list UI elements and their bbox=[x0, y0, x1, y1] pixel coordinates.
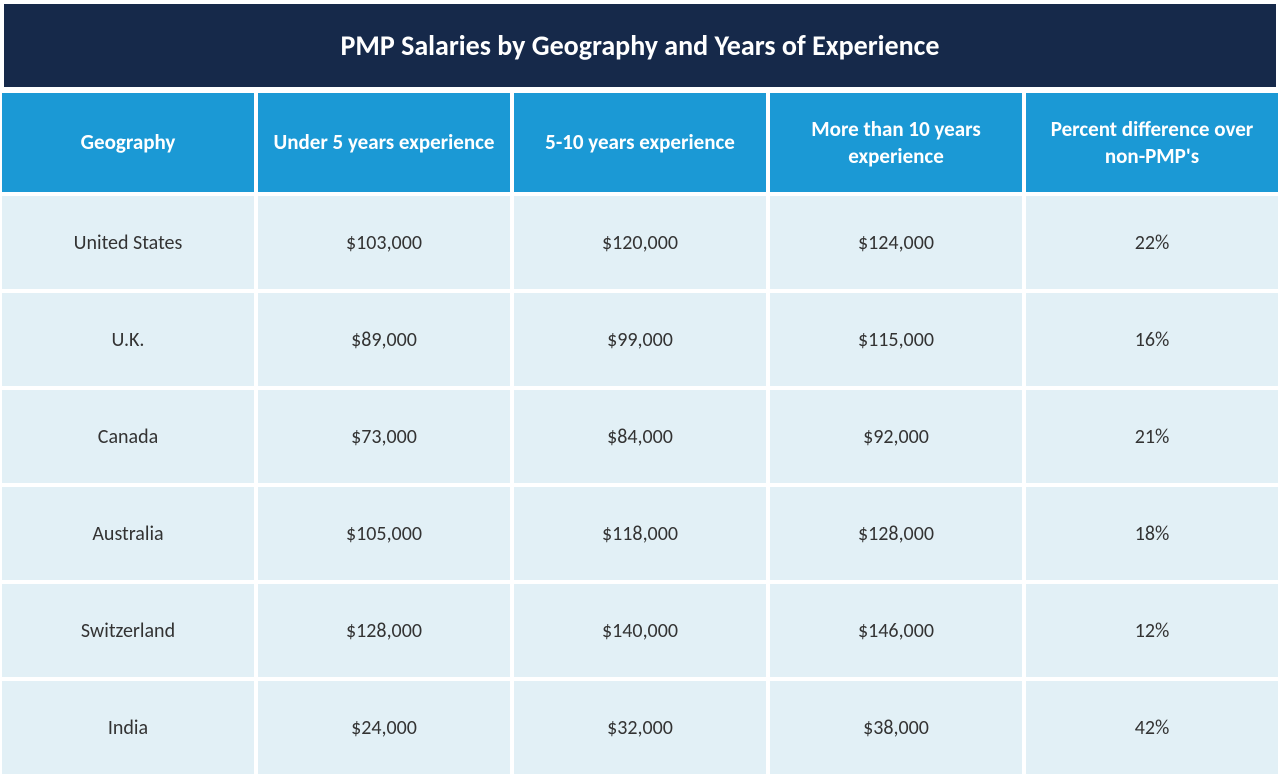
table-row: Canada $73,000 $84,000 $92,000 21% bbox=[0, 388, 1280, 485]
cell-geography: India bbox=[0, 679, 256, 776]
cell-percent-diff: 12% bbox=[1024, 582, 1280, 679]
table-row: United States $103,000 $120,000 $124,000… bbox=[0, 194, 1280, 291]
cell-over-10: $92,000 bbox=[768, 388, 1024, 485]
salary-table-container: PMP Salaries by Geography and Years of E… bbox=[0, 0, 1280, 776]
cell-geography: Canada bbox=[0, 388, 256, 485]
cell-under-5: $89,000 bbox=[256, 291, 512, 388]
cell-over-10: $115,000 bbox=[768, 291, 1024, 388]
table-row: India $24,000 $32,000 $38,000 42% bbox=[0, 679, 1280, 776]
cell-percent-diff: 18% bbox=[1024, 485, 1280, 582]
table-row: Switzerland $128,000 $140,000 $146,000 1… bbox=[0, 582, 1280, 679]
cell-over-10: $146,000 bbox=[768, 582, 1024, 679]
cell-over-10: $128,000 bbox=[768, 485, 1024, 582]
cell-percent-diff: 21% bbox=[1024, 388, 1280, 485]
cell-5-10: $140,000 bbox=[512, 582, 768, 679]
cell-geography: U.K. bbox=[0, 291, 256, 388]
header-over-10: More than 10 years experience bbox=[768, 91, 1024, 194]
table-row: U.K. $89,000 $99,000 $115,000 16% bbox=[0, 291, 1280, 388]
cell-under-5: $24,000 bbox=[256, 679, 512, 776]
table-row: Australia $105,000 $118,000 $128,000 18% bbox=[0, 485, 1280, 582]
salary-table: Geography Under 5 years experience 5-10 … bbox=[0, 91, 1280, 776]
header-5-10: 5-10 years experience bbox=[512, 91, 768, 194]
cell-percent-diff: 16% bbox=[1024, 291, 1280, 388]
cell-5-10: $32,000 bbox=[512, 679, 768, 776]
cell-percent-diff: 42% bbox=[1024, 679, 1280, 776]
cell-5-10: $99,000 bbox=[512, 291, 768, 388]
cell-geography: Switzerland bbox=[0, 582, 256, 679]
header-row: Geography Under 5 years experience 5-10 … bbox=[0, 91, 1280, 194]
cell-5-10: $120,000 bbox=[512, 194, 768, 291]
cell-geography: United States bbox=[0, 194, 256, 291]
header-percent-diff: Percent difference over non-PMP's bbox=[1024, 91, 1280, 194]
cell-over-10: $38,000 bbox=[768, 679, 1024, 776]
cell-5-10: $118,000 bbox=[512, 485, 768, 582]
cell-under-5: $73,000 bbox=[256, 388, 512, 485]
cell-geography: Australia bbox=[0, 485, 256, 582]
cell-under-5: $103,000 bbox=[256, 194, 512, 291]
header-under-5: Under 5 years experience bbox=[256, 91, 512, 194]
table-title: PMP Salaries by Geography and Years of E… bbox=[0, 0, 1280, 91]
header-geography: Geography bbox=[0, 91, 256, 194]
cell-percent-diff: 22% bbox=[1024, 194, 1280, 291]
cell-under-5: $105,000 bbox=[256, 485, 512, 582]
cell-under-5: $128,000 bbox=[256, 582, 512, 679]
cell-5-10: $84,000 bbox=[512, 388, 768, 485]
cell-over-10: $124,000 bbox=[768, 194, 1024, 291]
